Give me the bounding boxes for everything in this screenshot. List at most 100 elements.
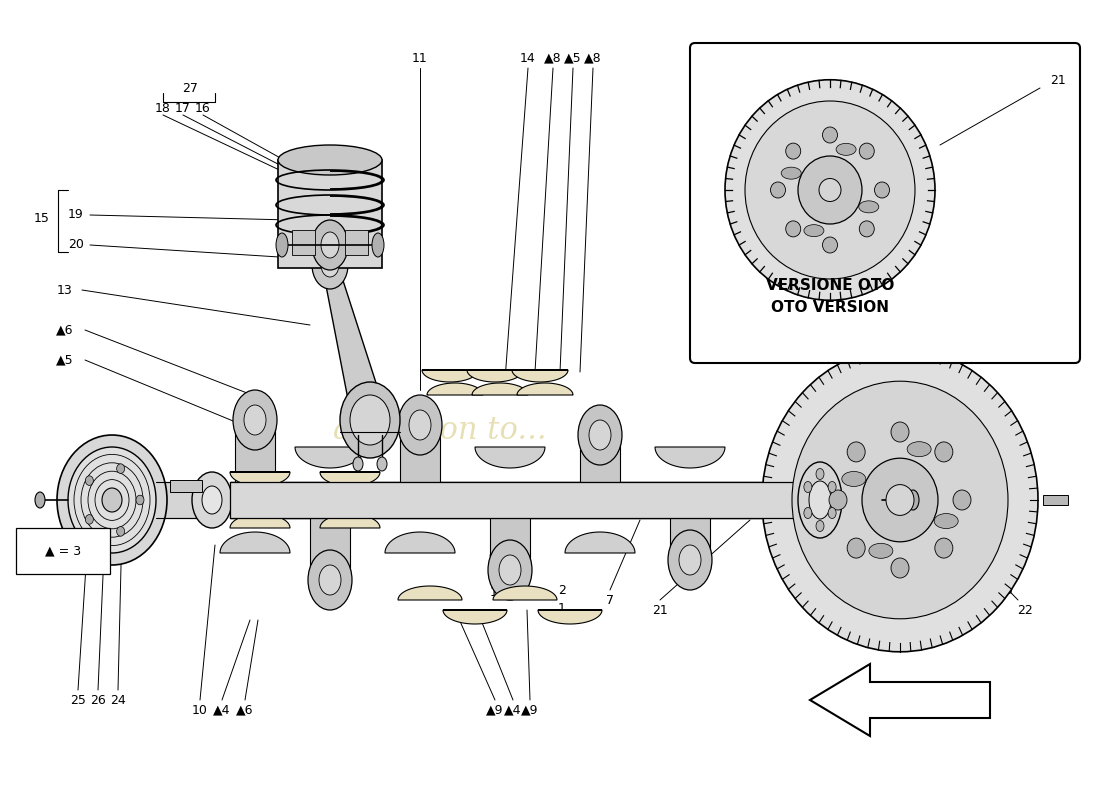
Ellipse shape — [804, 225, 824, 237]
Ellipse shape — [321, 232, 339, 258]
Polygon shape — [400, 417, 440, 482]
FancyBboxPatch shape — [16, 528, 110, 574]
Polygon shape — [538, 610, 602, 624]
Polygon shape — [810, 664, 990, 736]
Text: 21: 21 — [1050, 74, 1066, 86]
Text: a passion to...: a passion to... — [333, 414, 547, 446]
Polygon shape — [385, 532, 455, 553]
Ellipse shape — [117, 526, 124, 536]
Ellipse shape — [785, 143, 801, 159]
Ellipse shape — [278, 145, 382, 175]
Ellipse shape — [953, 490, 971, 510]
Ellipse shape — [859, 143, 874, 159]
Ellipse shape — [321, 253, 339, 277]
Polygon shape — [493, 586, 557, 600]
Ellipse shape — [804, 482, 812, 493]
Ellipse shape — [35, 492, 45, 508]
Ellipse shape — [350, 395, 390, 445]
Ellipse shape — [86, 514, 94, 524]
Polygon shape — [295, 447, 365, 468]
Ellipse shape — [842, 471, 866, 486]
Ellipse shape — [762, 348, 1038, 652]
Polygon shape — [443, 610, 507, 624]
Ellipse shape — [829, 490, 847, 510]
Text: 21: 21 — [652, 603, 668, 617]
Polygon shape — [320, 514, 379, 528]
Text: ▲5: ▲5 — [564, 51, 582, 65]
Polygon shape — [1043, 495, 1068, 505]
Polygon shape — [422, 370, 478, 382]
Ellipse shape — [935, 538, 953, 558]
FancyBboxPatch shape — [690, 43, 1080, 363]
Ellipse shape — [836, 143, 856, 155]
Ellipse shape — [57, 435, 167, 565]
Text: 15: 15 — [34, 211, 50, 225]
Ellipse shape — [820, 178, 842, 202]
Text: 22: 22 — [1018, 603, 1033, 617]
Text: 1: 1 — [558, 602, 565, 614]
Ellipse shape — [804, 507, 812, 518]
Ellipse shape — [785, 221, 801, 237]
Text: 7: 7 — [606, 594, 614, 606]
Polygon shape — [156, 482, 212, 518]
Text: 14: 14 — [520, 51, 536, 65]
Polygon shape — [235, 412, 275, 482]
Ellipse shape — [847, 538, 866, 558]
Text: VERSIONE OTO: VERSIONE OTO — [766, 278, 894, 293]
Polygon shape — [472, 383, 528, 395]
Polygon shape — [220, 532, 290, 553]
Ellipse shape — [244, 405, 266, 435]
Polygon shape — [230, 482, 820, 518]
Ellipse shape — [136, 495, 144, 505]
Polygon shape — [840, 486, 886, 514]
Ellipse shape — [308, 550, 352, 610]
Ellipse shape — [792, 381, 1008, 619]
Polygon shape — [398, 586, 462, 600]
Ellipse shape — [869, 543, 893, 558]
Polygon shape — [230, 482, 820, 518]
Polygon shape — [170, 480, 202, 492]
Text: OTO VERSION: OTO VERSION — [771, 301, 889, 315]
Ellipse shape — [828, 482, 836, 493]
Polygon shape — [322, 265, 388, 420]
Ellipse shape — [745, 101, 915, 279]
Polygon shape — [427, 383, 483, 395]
Ellipse shape — [409, 410, 431, 440]
Ellipse shape — [372, 233, 384, 257]
Text: ▲9: ▲9 — [486, 703, 504, 717]
Ellipse shape — [312, 220, 348, 270]
Text: ▲9: ▲9 — [521, 703, 539, 717]
Ellipse shape — [679, 545, 701, 575]
Ellipse shape — [828, 507, 836, 518]
Ellipse shape — [891, 422, 909, 442]
Ellipse shape — [859, 221, 874, 237]
Ellipse shape — [192, 472, 232, 528]
Ellipse shape — [886, 485, 914, 515]
Polygon shape — [320, 472, 379, 486]
Polygon shape — [580, 427, 620, 482]
Text: ▲5: ▲5 — [56, 354, 74, 366]
Ellipse shape — [233, 390, 277, 450]
Ellipse shape — [874, 182, 890, 198]
Ellipse shape — [377, 457, 387, 471]
Text: 19: 19 — [68, 209, 84, 222]
Ellipse shape — [86, 476, 94, 486]
Text: 24: 24 — [110, 694, 125, 706]
Ellipse shape — [202, 486, 222, 514]
Polygon shape — [292, 230, 315, 255]
Text: ▲6: ▲6 — [236, 703, 254, 717]
Ellipse shape — [312, 241, 348, 289]
Text: 20: 20 — [68, 238, 84, 251]
Text: 18: 18 — [155, 102, 170, 114]
Ellipse shape — [808, 481, 830, 519]
Polygon shape — [490, 518, 530, 578]
Polygon shape — [468, 370, 522, 382]
Polygon shape — [565, 532, 635, 553]
Text: 11: 11 — [412, 51, 428, 65]
Polygon shape — [310, 518, 350, 588]
Text: 16: 16 — [195, 102, 211, 114]
Ellipse shape — [908, 490, 918, 510]
Ellipse shape — [847, 442, 866, 462]
Ellipse shape — [798, 462, 842, 538]
Text: 10: 10 — [192, 703, 208, 717]
